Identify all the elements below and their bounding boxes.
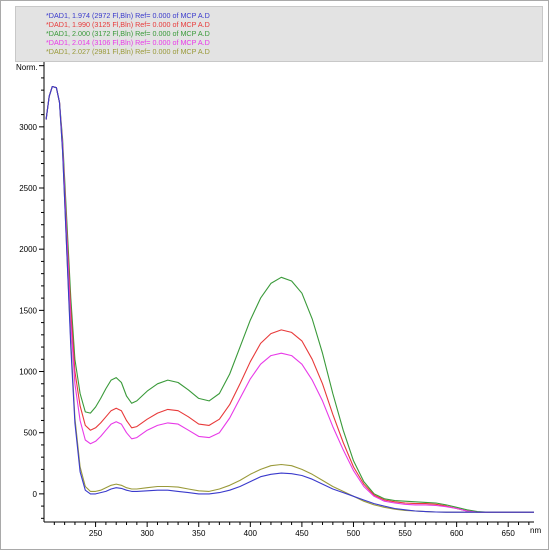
legend: *DAD1, 1.974 (2972 Fl,Bln) Ref= 0.000 of… <box>15 6 543 62</box>
x-tick-label: 550 <box>398 529 412 538</box>
x-tick-label: 600 <box>450 529 464 538</box>
legend-entry: *DAD1, 2.014 (3106 Fl,Bln) Ref= 0.000 of… <box>46 38 210 47</box>
series-line <box>45 85 534 513</box>
series-line <box>45 85 534 513</box>
x-tick-label: 450 <box>295 529 309 538</box>
series-line <box>45 85 534 513</box>
y-tick-label: 3000 <box>19 123 37 132</box>
legend-entry: *DAD1, 2.000 (3172 Fl,Bln) Ref= 0.000 of… <box>46 29 210 38</box>
series-line <box>45 85 534 513</box>
x-tick-label: 500 <box>347 529 361 538</box>
y-tick-label: 1000 <box>19 368 37 377</box>
series-line <box>45 85 534 513</box>
x-tick-label: 400 <box>244 529 258 538</box>
x-tick-label: 350 <box>192 529 206 538</box>
x-axis-label: nm <box>530 526 541 535</box>
y-axis-label: Norm. <box>16 63 38 72</box>
legend-entry: *DAD1, 1.974 (2972 Fl,Bln) Ref= 0.000 of… <box>46 11 210 20</box>
x-tick-label: 300 <box>140 529 154 538</box>
y-tick-label: 2000 <box>19 245 37 254</box>
legend-entry: *DAD1, 2.027 (2981 Fl,Bln) Ref= 0.000 of… <box>46 47 210 56</box>
legend-entry: *DAD1, 1.990 (3125 Fl,Bln) Ref= 0.000 of… <box>46 20 210 29</box>
x-tick-label: 250 <box>89 529 103 538</box>
y-tick-label: 1500 <box>19 306 37 315</box>
y-tick-label: 0 <box>33 490 38 499</box>
y-tick-label: 2500 <box>19 184 37 193</box>
y-tick-label: 500 <box>24 429 38 438</box>
x-tick-label: 650 <box>502 529 516 538</box>
